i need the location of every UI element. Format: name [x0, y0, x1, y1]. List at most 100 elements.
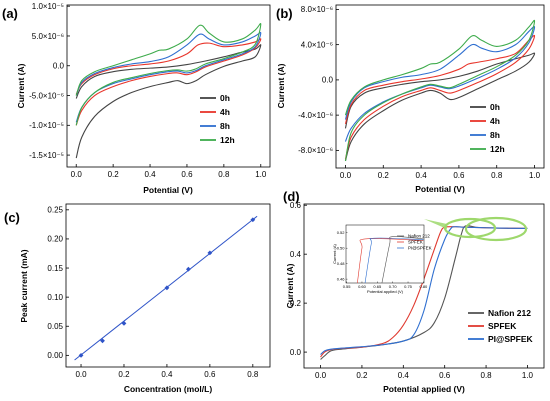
- series-line: [344, 34, 536, 160]
- y-axis-label: Current (A): [285, 263, 295, 308]
- plot-frame: [65, 203, 271, 368]
- x-tick-label: 0.0: [340, 171, 352, 180]
- inset-series-line: [357, 238, 424, 284]
- x-tick-label: 0.4: [161, 370, 173, 379]
- x-tick-label: 0.8: [218, 170, 230, 179]
- x-tick-label: 1.0: [522, 371, 534, 380]
- y-tick-label: 8.0×10⁻⁶: [301, 5, 333, 14]
- legend-label: SPFEK: [408, 240, 423, 245]
- zoom-connector: [424, 219, 447, 229]
- inset-y-tick-label: 0.52: [337, 230, 346, 235]
- panel-b: 0.0 0.2 0.4 0.6 0.8 1.0 -8.0×10⁻⁶ -4.0×10⁻⁶ 0.0 4…: [276, 4, 545, 194]
- x-tick-label: 0.4: [398, 371, 410, 380]
- plot-frame: [66, 4, 271, 168]
- highlight-ellipses: [424, 216, 528, 242]
- x-axis-label: Potential (V): [415, 184, 465, 194]
- y-tick-label: 1.0×10⁻⁵: [32, 2, 64, 11]
- x-tick-label: 0.0: [75, 370, 87, 379]
- panel-a: 0.0 0.2 0.4 0.6 0.8 1.0 -1.5×10⁻⁵ -1.0×10⁻⁵ -5.0…: [2, 2, 271, 195]
- series-line: [75, 44, 262, 159]
- legend-label: SPFEK: [488, 321, 517, 331]
- legend-label: PI@SPFEK: [488, 334, 534, 344]
- y-tick-label: 4.0×10⁻⁶: [301, 40, 333, 49]
- axis-ticks: 0.0 0.2 0.4 0.6 0.8 1.0 0.0 0.2 0.4 0.6: [290, 201, 534, 380]
- y-tick-label: 0.00: [47, 351, 63, 360]
- y-tick-label: 0.2: [290, 299, 302, 308]
- panel-label: (d): [283, 189, 300, 204]
- legend-label: 0h: [490, 102, 500, 112]
- legend-label: 4h: [220, 107, 230, 117]
- axis-ticks: 0.0 0.2 0.4 0.6 0.8 1.0 -8.0×10⁻⁶ -4.0×10⁻⁶ 0.0 4…: [298, 5, 541, 180]
- y-tick-label: 0.4: [290, 250, 302, 259]
- plot-frame: [303, 203, 545, 369]
- y-axis-label: Current (A): [16, 63, 26, 108]
- x-tick-label: 0.6: [453, 171, 465, 180]
- inset-x-axis-label: Potential applied (V): [367, 289, 404, 294]
- legend-label: 0h: [220, 93, 230, 103]
- zoom-inset: 0.55 0.60 0.65 0.70 0.75 0.80 0.46 0.48 0.50 0.52…: [332, 224, 432, 294]
- plot-frame: [335, 4, 545, 169]
- x-tick-label: 1.0: [255, 170, 267, 179]
- legend-label: 12h: [220, 135, 235, 145]
- y-tick-label: 0.0: [322, 76, 334, 85]
- y-tick-label: 0.15: [47, 264, 63, 273]
- series-line: [75, 31, 262, 123]
- x-tick-label: 0.0: [315, 371, 327, 380]
- axis-ticks: 0.0 0.2 0.4 0.6 0.8 1.0 -1.5×10⁻⁵ -1.0×10⁻⁵ -5.0…: [29, 2, 267, 179]
- inset-y-tick-label: 0.48: [337, 261, 346, 266]
- y-tick-label: 0.25: [47, 206, 63, 215]
- legend: 0h 4h 8h 12h: [200, 93, 235, 145]
- x-tick-label: 0.6: [204, 370, 216, 379]
- x-tick-label: 0.6: [181, 170, 193, 179]
- x-tick-label: 0.4: [416, 171, 428, 180]
- series-line: [75, 22, 262, 126]
- inset-y-axis-label: Current (A): [332, 243, 337, 263]
- y-tick-label: 0.10: [47, 293, 63, 302]
- inset-frame: [345, 224, 425, 284]
- x-tick-label: 0.2: [108, 170, 120, 179]
- y-tick-label: -1.5×10⁻⁵: [29, 151, 64, 160]
- data-point: [164, 285, 170, 291]
- series-line: [320, 226, 528, 355]
- inset-x-tick-label: 0.70: [389, 284, 398, 289]
- legend: 0h 4h 8h 12h: [470, 102, 505, 154]
- data-curves: [75, 22, 262, 159]
- inset-x-tick-label: 0.80: [419, 284, 428, 289]
- legend: Nafion 212 SPFEK PI@SPFEK: [468, 308, 534, 344]
- series-line: [344, 52, 536, 162]
- x-tick-label: 0.8: [481, 371, 493, 380]
- y-tick-label: -8.0×10⁻⁶: [298, 146, 333, 155]
- y-tick-label: -5.0×10⁻⁶: [29, 91, 64, 100]
- highlight-ellipse: [464, 216, 528, 242]
- panel-c: 0.0 0.2 0.4 0.6 0.80.000.050.100.150.200.25 …: [4, 203, 271, 394]
- y-tick-label: 0.20: [47, 235, 63, 244]
- axis-ticks: 0.0 0.2 0.4 0.6 0.8 0.00 0.05 0.10 0.15 0.20 0.25: [47, 206, 259, 379]
- data-point: [186, 266, 191, 272]
- y-tick-label: 0.0: [290, 348, 302, 357]
- inset-x-tick-label: 0.65: [373, 284, 382, 289]
- legend-label: 8h: [220, 121, 230, 131]
- inset-series-line: [364, 237, 424, 284]
- inset-x-tick-label: 0.75: [404, 284, 413, 289]
- data-point: [207, 250, 213, 256]
- y-tick-label: -1.0×10⁻⁵: [29, 121, 64, 130]
- legend-label: 12h: [490, 144, 505, 154]
- inset-x-tick-label: 0.55: [343, 284, 352, 289]
- x-tick-label: 0.2: [378, 171, 390, 180]
- y-tick-label: 0.6: [290, 201, 302, 210]
- y-tick-label: 0.0: [53, 62, 65, 71]
- series-line: [344, 19, 536, 162]
- series-line: [344, 25, 536, 142]
- inset-y-tick-label: 0.50: [337, 246, 346, 251]
- x-axis-label: Concentration (mol/L): [124, 384, 212, 394]
- x-tick-label: 0.4: [144, 170, 156, 179]
- data-point: [121, 320, 127, 326]
- data-point: [78, 352, 84, 358]
- x-axis-label: Potential (V): [143, 185, 193, 195]
- data-point: [250, 217, 256, 223]
- x-tick-label: 0.2: [118, 370, 130, 379]
- x-axis-label: Potential applied (V): [383, 384, 465, 394]
- panel-label: (a): [2, 6, 18, 21]
- y-tick-label: 0.05: [47, 322, 63, 331]
